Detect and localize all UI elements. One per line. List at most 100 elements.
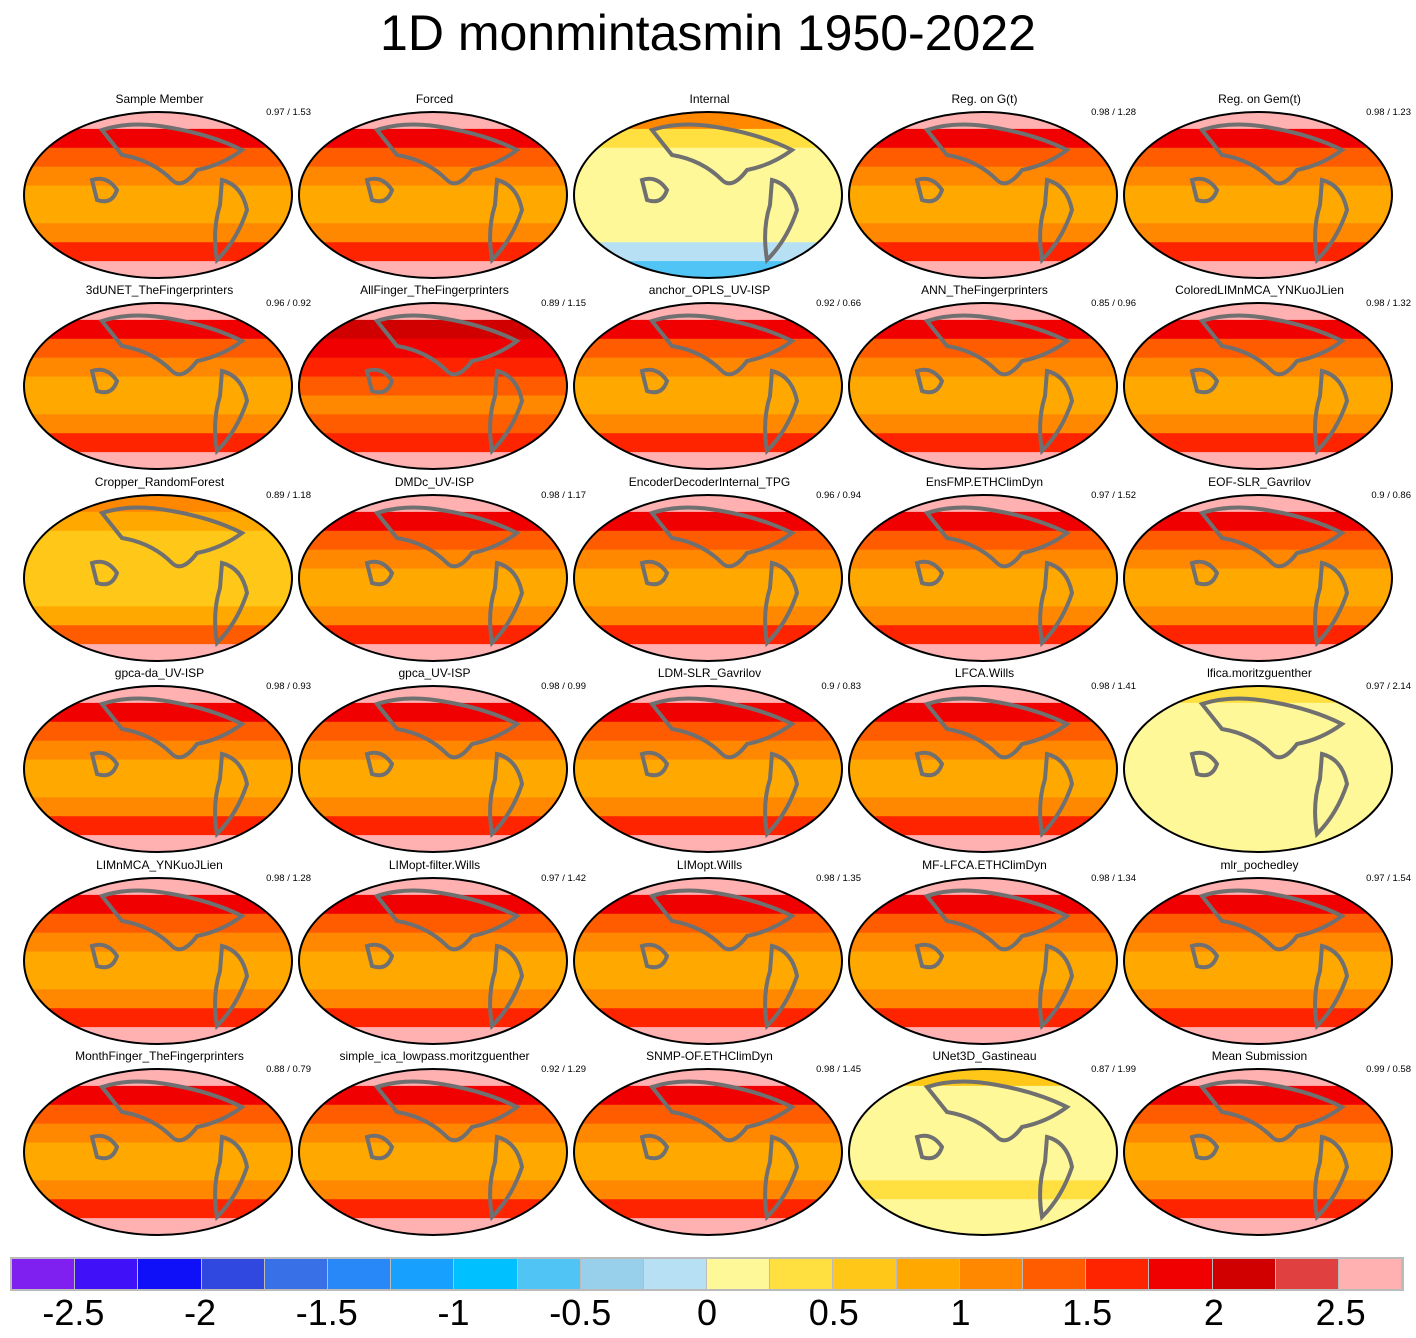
map-panel: ColoredLIMnMCA_YNKuoJLien 0.98 / 1.32 bbox=[1122, 283, 1411, 473]
coastline bbox=[89, 313, 250, 456]
map-border bbox=[848, 302, 1118, 470]
map bbox=[573, 877, 843, 1045]
value-band bbox=[299, 338, 567, 359]
panel-score: 0.98 / 1.32 bbox=[1366, 298, 1411, 309]
panel-score: 0.98 / 1.23 bbox=[1366, 107, 1411, 118]
value-band bbox=[299, 606, 567, 627]
map-border bbox=[1123, 494, 1393, 662]
panel-title: EnsFMP.ETHClimDyn bbox=[925, 475, 1044, 489]
coastline bbox=[914, 313, 1075, 456]
panel-title: SNMP-OF.ETHClimDyn bbox=[646, 1049, 773, 1063]
coastline bbox=[914, 122, 1075, 265]
value-band bbox=[299, 1199, 567, 1220]
value-band bbox=[574, 778, 842, 799]
map-border bbox=[848, 494, 1118, 662]
map-panel: simple_ica_lowpass.moritzguenther 0.92 / … bbox=[297, 1049, 586, 1239]
map-panel: LFCA.Wills 0.98 / 1.41 bbox=[847, 666, 1136, 856]
map bbox=[573, 494, 843, 662]
value-band bbox=[1124, 1085, 1392, 1106]
value-band bbox=[574, 1142, 842, 1163]
map bbox=[848, 111, 1118, 279]
value-band bbox=[849, 587, 1117, 608]
value-band bbox=[849, 433, 1117, 454]
value-band bbox=[574, 587, 842, 608]
value-band bbox=[24, 970, 292, 991]
value-band bbox=[849, 625, 1117, 646]
panel-title: LIMopt-filter.Wills bbox=[388, 858, 481, 872]
value-band bbox=[1124, 568, 1392, 589]
map-border bbox=[573, 302, 843, 470]
value-band bbox=[849, 1104, 1117, 1125]
value-band bbox=[1124, 1142, 1392, 1163]
panel-title: LFCA.Wills bbox=[954, 666, 1015, 680]
value-band bbox=[1124, 433, 1392, 454]
value-band bbox=[574, 606, 842, 627]
value-band bbox=[1124, 1161, 1392, 1182]
map bbox=[573, 302, 843, 470]
value-band bbox=[574, 319, 842, 340]
value-band bbox=[849, 1142, 1117, 1163]
value-band bbox=[849, 894, 1117, 915]
panel-score: 0.98 / 0.93 bbox=[266, 681, 311, 692]
colorbar bbox=[10, 1257, 1404, 1291]
colorbar-swatch bbox=[75, 1259, 139, 1289]
map-border bbox=[1123, 111, 1393, 279]
map-panel: MonthFinger_TheFingerprinters 0.88 / 0.79 bbox=[22, 1049, 311, 1239]
value-band bbox=[849, 606, 1117, 627]
panel-score: 0.96 / 0.92 bbox=[266, 298, 311, 309]
value-band bbox=[1124, 816, 1392, 837]
figure-title: 1D monmintasmin 1950-2022 bbox=[380, 5, 1036, 61]
panel-title: 3dUNET_TheFingerprinters bbox=[85, 283, 234, 297]
value-band bbox=[574, 702, 842, 723]
value-band bbox=[849, 242, 1117, 263]
value-band bbox=[574, 147, 842, 168]
coastline bbox=[89, 122, 250, 265]
value-band bbox=[24, 702, 292, 723]
value-band bbox=[1124, 185, 1392, 206]
value-band bbox=[849, 1085, 1117, 1106]
panel-title: AllFinger_TheFingerprinters bbox=[360, 283, 509, 297]
value-band bbox=[849, 319, 1117, 340]
map-panel: LDM-SLR_Gavrilov 0.9 / 0.83 bbox=[572, 666, 861, 856]
map-panel: lfica.moritzguenther 0.97 / 2.14 bbox=[1122, 666, 1411, 856]
map bbox=[1123, 877, 1393, 1045]
value-band bbox=[574, 989, 842, 1010]
coastline bbox=[1189, 505, 1350, 648]
panel-score: 0.89 / 1.15 bbox=[541, 298, 586, 309]
value-band bbox=[299, 778, 567, 799]
panel-title: ANN_TheFingerprinters bbox=[921, 283, 1048, 297]
map-border bbox=[23, 685, 293, 853]
value-band bbox=[574, 414, 842, 435]
value-band bbox=[574, 1008, 842, 1029]
colorbar-swatch bbox=[1275, 1259, 1339, 1289]
map bbox=[23, 302, 293, 470]
coastline bbox=[639, 313, 800, 456]
value-band bbox=[299, 568, 567, 589]
colorbar-swatch bbox=[580, 1259, 644, 1289]
panel-score: 0.98 / 1.35 bbox=[816, 873, 861, 884]
coastline bbox=[639, 696, 800, 839]
map-panel: LIMopt-filter.Wills 0.97 / 1.42 bbox=[297, 858, 586, 1048]
map bbox=[848, 685, 1118, 853]
value-band bbox=[24, 223, 292, 244]
value-band bbox=[299, 1142, 567, 1163]
value-band bbox=[24, 242, 292, 263]
value-band bbox=[1124, 1180, 1392, 1201]
colorbar-swatch bbox=[707, 1259, 771, 1289]
value-band bbox=[849, 721, 1117, 742]
value-band bbox=[574, 1180, 842, 1201]
colorbar-swatch bbox=[1086, 1259, 1150, 1289]
map bbox=[298, 494, 568, 662]
colorbar-swatch bbox=[327, 1259, 392, 1289]
value-band bbox=[299, 376, 567, 397]
value-band bbox=[24, 606, 292, 627]
map bbox=[848, 877, 1118, 1045]
map-panel: LIMnMCA_YNKuoJLien 0.98 / 1.28 bbox=[22, 858, 311, 1048]
value-band bbox=[299, 319, 567, 340]
panel-score: 0.98 / 1.28 bbox=[1091, 107, 1136, 118]
map bbox=[1123, 1068, 1393, 1236]
map bbox=[23, 1068, 293, 1236]
value-band bbox=[24, 338, 292, 359]
value-band bbox=[24, 147, 292, 168]
panel-score: 0.89 / 1.18 bbox=[266, 490, 311, 501]
